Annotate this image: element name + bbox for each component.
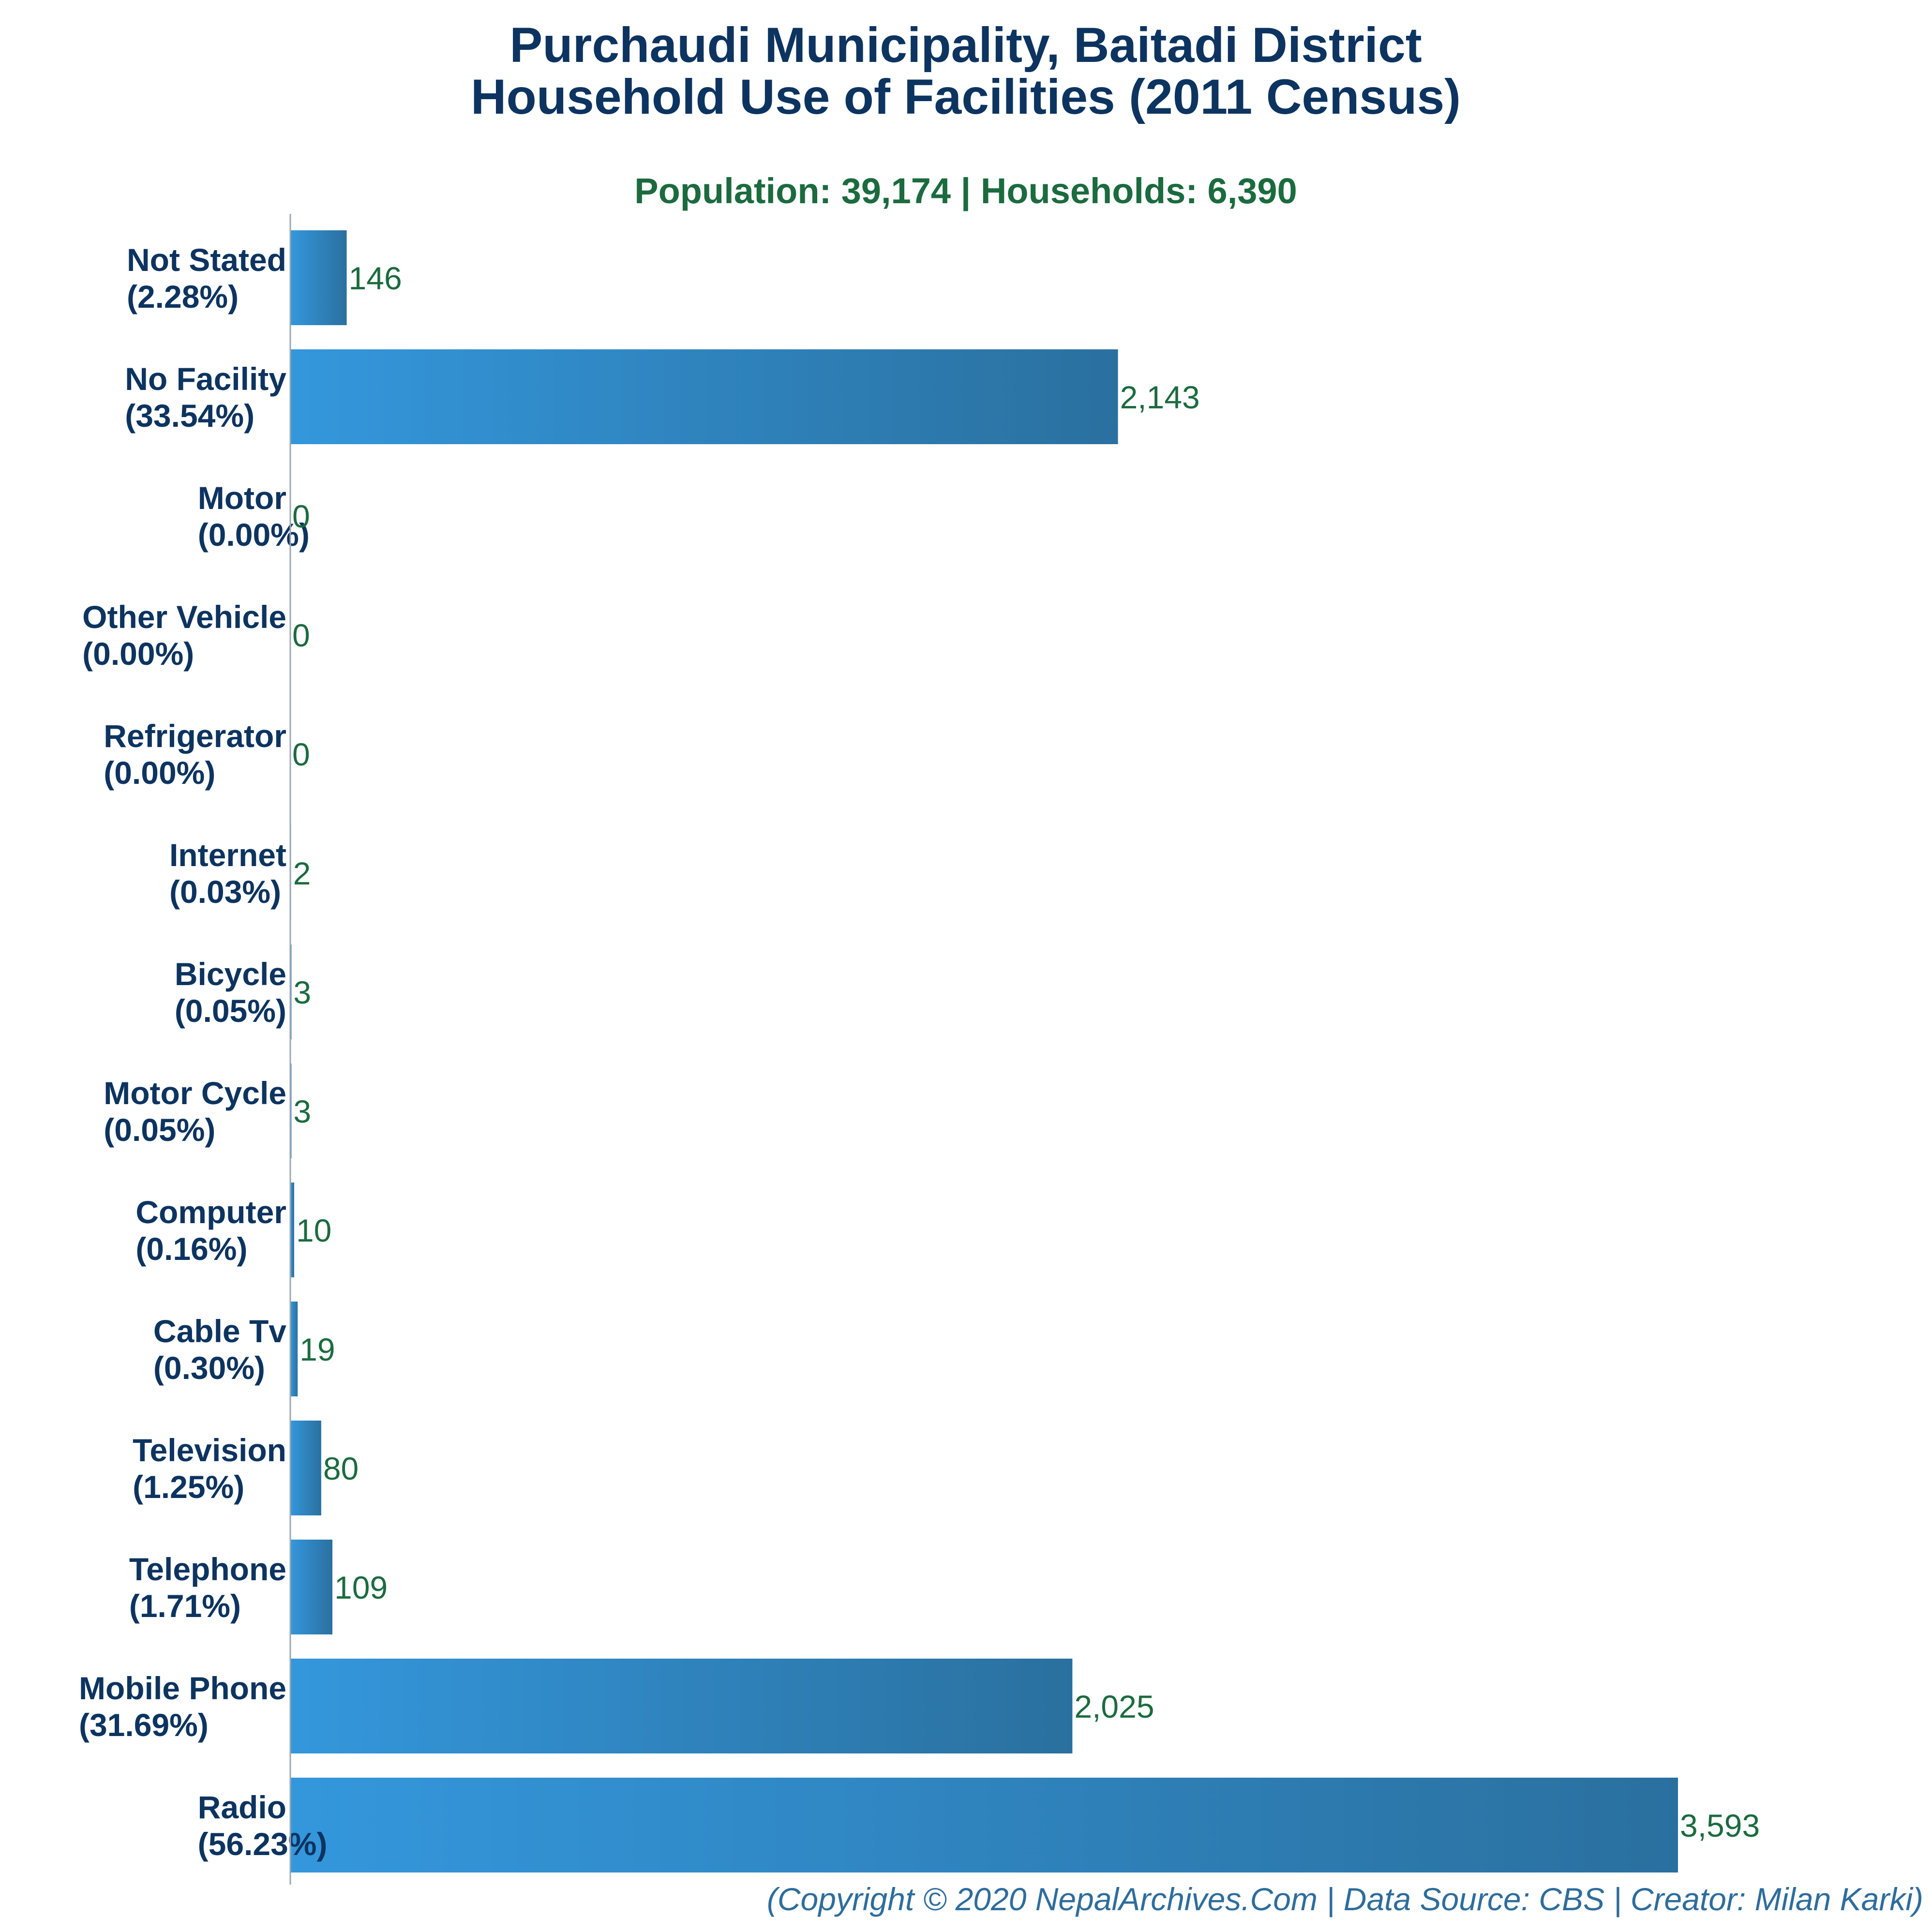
value-label-radio: 3,593: [1680, 1808, 1760, 1843]
bar-no-facility: [290, 349, 1118, 444]
bar-telephone: [290, 1540, 333, 1634]
value-label-refrigerator: 0: [292, 736, 310, 772]
category-label-no-facility: No Facility(33.54%): [125, 361, 286, 434]
value-label-computer: 10: [296, 1213, 331, 1248]
value-label-motor-cycle: 3: [293, 1093, 311, 1129]
category-percent: (0.16%): [135, 1231, 247, 1267]
chart-subtitle: Population: 39,174 | Households: 6,390: [634, 171, 1297, 211]
category-label-radio: Radio(56.23%): [198, 1789, 328, 1862]
category-name: Refrigerator: [104, 718, 286, 754]
chart-title-line1: Purchaudi Municipality, Baitadi District: [509, 17, 1422, 73]
bar-television: [290, 1421, 321, 1515]
category-name: Motor Cycle: [104, 1075, 286, 1111]
category-name: Television: [133, 1432, 286, 1468]
category-name: Not Stated: [127, 242, 286, 278]
category-name: Other Vehicle: [82, 599, 286, 635]
value-label-not-stated: 146: [349, 260, 402, 296]
category-label-cable-tv: Cable Tv(0.30%): [153, 1313, 286, 1386]
category-percent: (31.69%): [79, 1707, 209, 1743]
bar-not-stated: [290, 230, 347, 325]
category-name: Mobile Phone: [79, 1670, 286, 1706]
category-label-television: Television(1.25%): [133, 1432, 286, 1505]
bar-mobile-phone: [290, 1659, 1073, 1753]
category-percent: (56.23%): [198, 1826, 328, 1862]
chart-title-line2: Household Use of Facilities (2011 Census…: [471, 69, 1461, 124]
category-label-computer: Computer(0.16%): [135, 1194, 286, 1267]
category-label-refrigerator: Refrigerator(0.00%): [104, 718, 286, 791]
footer-credit: (Copyright © 2020 NepalArchives.Com | Da…: [767, 1881, 1923, 1918]
category-label-not-stated: Not Stated(2.28%): [127, 242, 286, 315]
category-percent: (1.25%): [133, 1469, 244, 1505]
category-percent: (0.03%): [169, 874, 281, 910]
category-percent: (0.00%): [82, 636, 194, 672]
value-label-cable-tv: 19: [300, 1332, 335, 1367]
value-label-telephone: 109: [334, 1570, 388, 1605]
category-percent: (0.00%): [104, 755, 215, 791]
value-label-internet: 2: [293, 855, 311, 891]
category-name: Internet: [169, 837, 286, 873]
category-name: Computer: [135, 1194, 286, 1230]
bar-radio: [290, 1778, 1678, 1872]
category-percent: (2.28%): [127, 279, 239, 315]
bar-cable-tv: [290, 1302, 298, 1396]
category-label-other-vehicle: Other Vehicle(0.00%): [82, 599, 286, 672]
category-percent: (0.05%): [104, 1112, 215, 1148]
category-name: Bicycle: [175, 956, 286, 992]
value-label-no-facility: 2,143: [1120, 379, 1200, 415]
category-name: Telephone: [129, 1551, 286, 1587]
category-percent: (33.54%): [125, 398, 255, 434]
value-label-mobile-phone: 2,025: [1074, 1689, 1154, 1724]
bars-layer: [290, 230, 1678, 1872]
category-label-motor-cycle: Motor Cycle(0.05%): [104, 1075, 286, 1148]
category-label-telephone: Telephone(1.71%): [129, 1551, 286, 1624]
category-name: No Facility: [125, 361, 286, 397]
category-name: Cable Tv: [153, 1313, 286, 1349]
value-label-television: 80: [323, 1451, 359, 1486]
category-percent: (0.30%): [153, 1350, 265, 1386]
value-label-other-vehicle: 0: [292, 617, 310, 653]
category-label-mobile-phone: Mobile Phone(31.69%): [79, 1670, 286, 1743]
category-name: Motor: [198, 480, 286, 516]
category-name: Radio: [198, 1789, 286, 1825]
category-percent: (0.05%): [175, 993, 286, 1029]
value-label-motor: 0: [292, 498, 310, 534]
category-label-internet: Internet(0.03%): [169, 837, 286, 910]
category-percent: (1.71%): [129, 1588, 241, 1624]
category-label-bicycle: Bicycle(0.05%): [175, 956, 286, 1029]
value-label-bicycle: 3: [293, 974, 311, 1010]
bar-computer: [290, 1183, 294, 1277]
category-labels: Not Stated(2.28%) No Facility(33.54%) Moto…: [79, 242, 327, 1862]
value-labels: 146 2,143 0 0 0 2 3 3 10 19 80 109 2,025 3,593: [292, 260, 1760, 1843]
